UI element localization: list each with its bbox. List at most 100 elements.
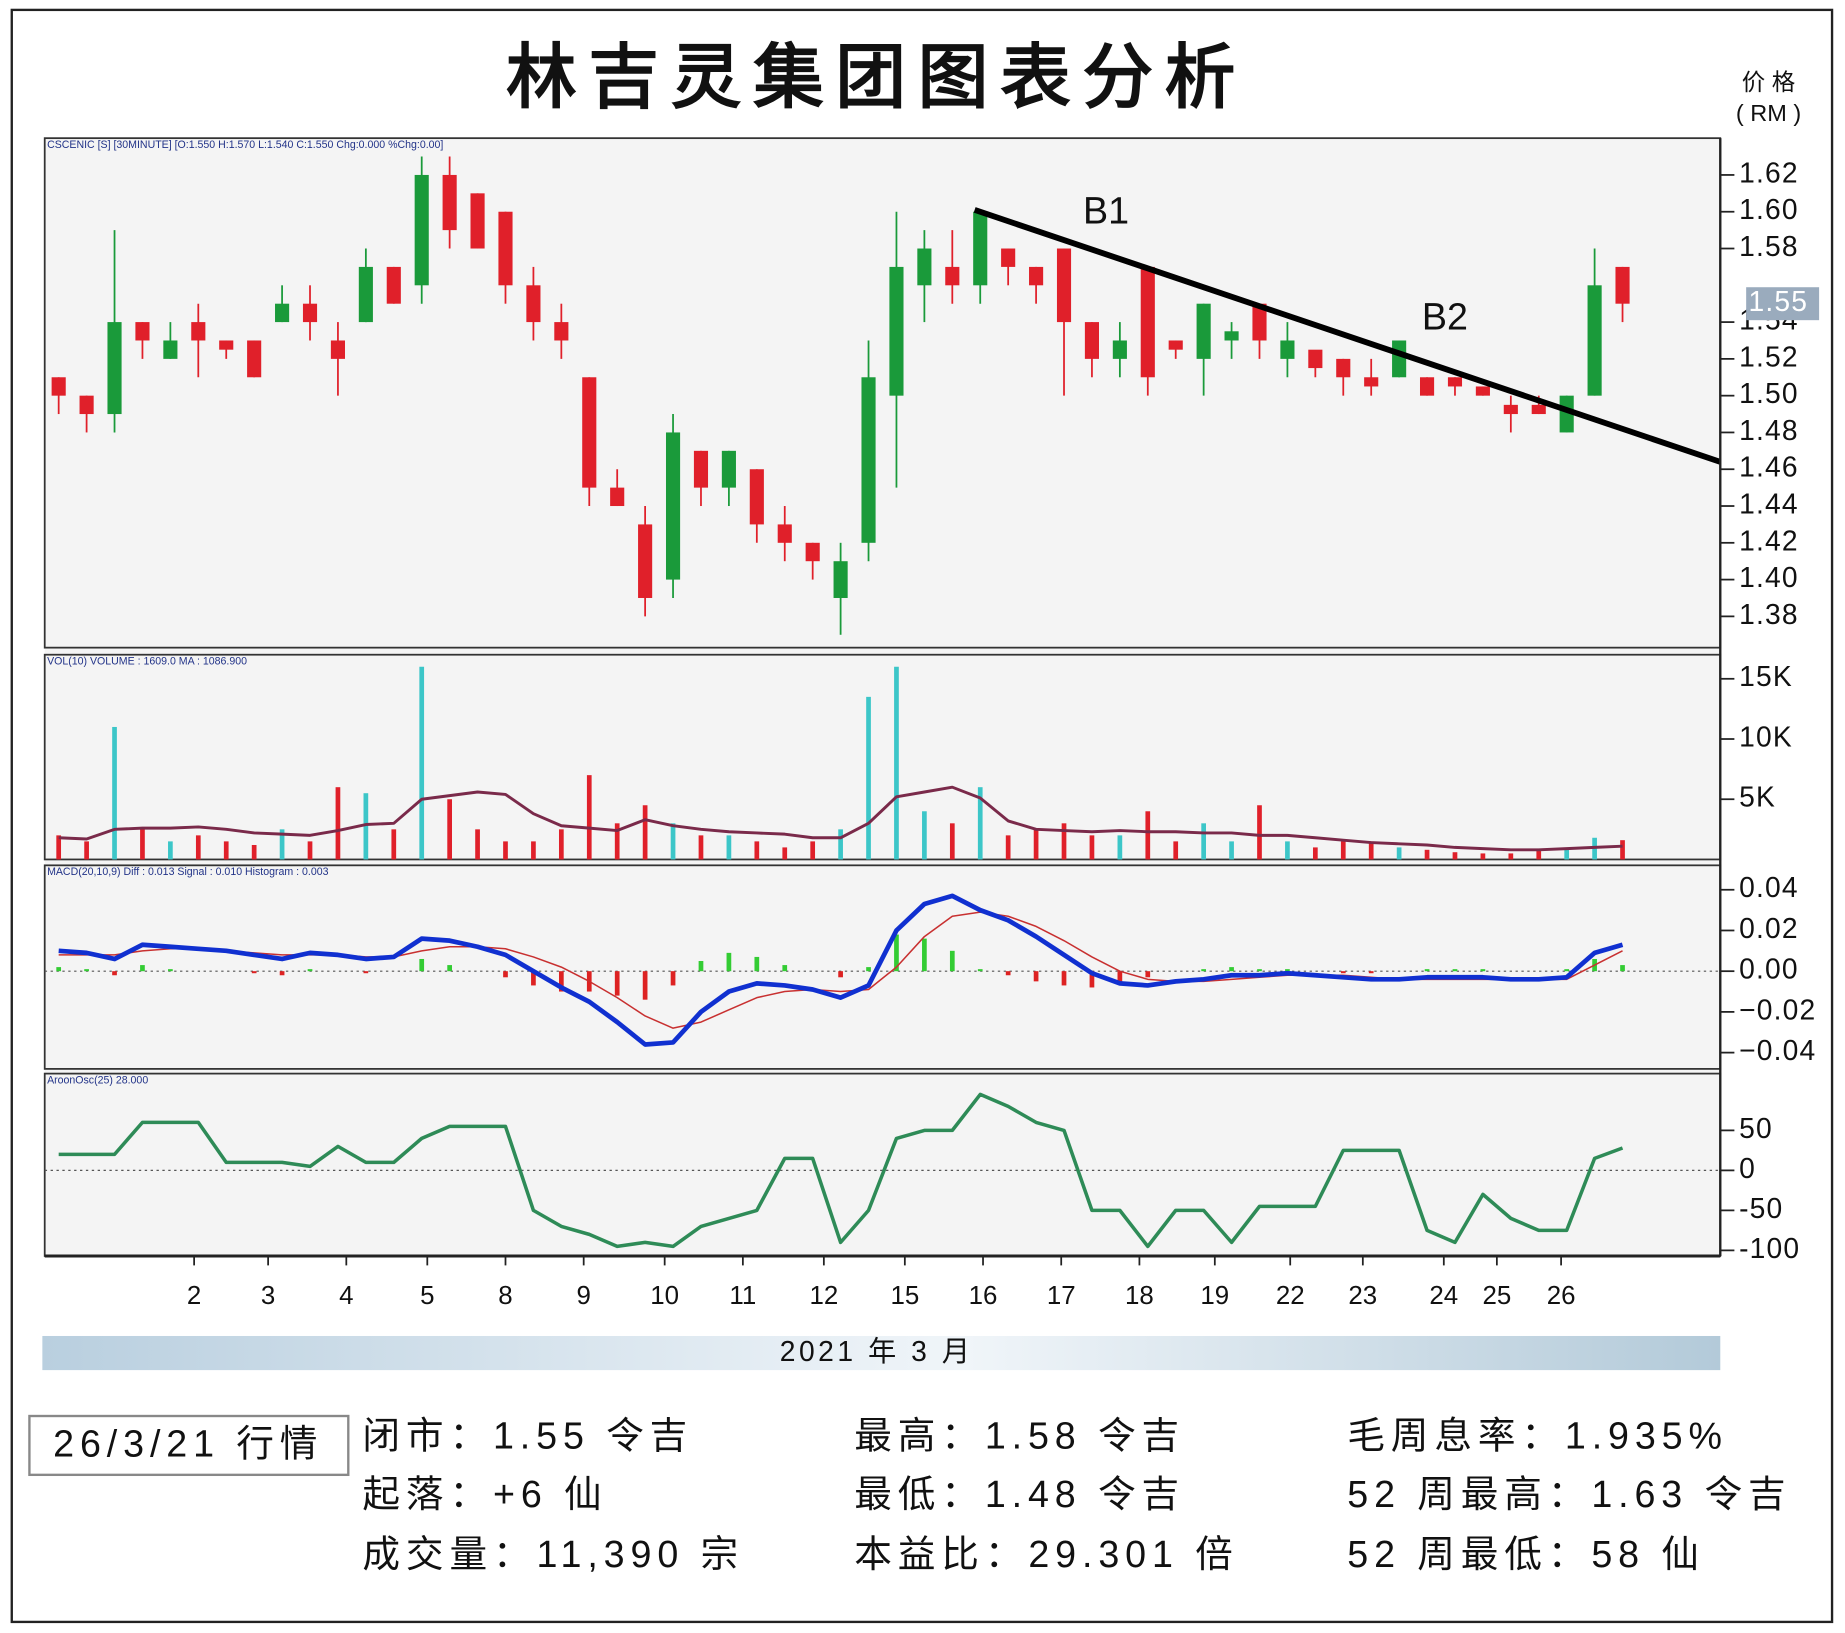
candle-body bbox=[554, 322, 569, 341]
volume-bar bbox=[949, 823, 955, 860]
unit-label: 价 格 bbox=[1742, 69, 1796, 95]
macd-histogram bbox=[84, 969, 89, 972]
macd-histogram bbox=[726, 952, 732, 972]
candle-body bbox=[917, 248, 932, 286]
macd-histogram bbox=[251, 971, 257, 974]
y-tick-label: −0.02 bbox=[1739, 993, 1816, 1025]
macd-histogram bbox=[1033, 971, 1039, 982]
macd-histogram bbox=[1229, 967, 1234, 972]
y-tick-label: 1.46 bbox=[1739, 451, 1799, 483]
candle-body bbox=[889, 266, 904, 396]
chart-title: 林吉灵集团图表分析 bbox=[506, 37, 1247, 116]
volume-bar bbox=[1508, 853, 1514, 860]
y-tick-label: 1.42 bbox=[1739, 524, 1799, 556]
candle-body bbox=[163, 340, 178, 359]
y-tick-label: 5K bbox=[1739, 781, 1776, 813]
macd-histogram bbox=[754, 956, 760, 972]
macd-histogram bbox=[1285, 969, 1290, 972]
macd-histogram bbox=[419, 958, 425, 972]
volume-bar bbox=[1452, 852, 1458, 860]
info-item: 最低：1.48 令吉 bbox=[854, 1473, 1185, 1515]
info-label: 26/3/21 行情 bbox=[53, 1423, 323, 1465]
volume-bar bbox=[419, 666, 425, 860]
candle-body bbox=[1056, 248, 1072, 323]
macd-histogram bbox=[279, 971, 285, 976]
volume-bar bbox=[503, 841, 508, 860]
macd-histogram bbox=[558, 971, 564, 992]
x-tick-label: 24 bbox=[1429, 1282, 1458, 1310]
y-tick-label: −0.04 bbox=[1739, 1034, 1816, 1066]
volume-bar bbox=[391, 829, 397, 860]
candle-body bbox=[191, 322, 206, 341]
candle-body bbox=[1587, 285, 1602, 396]
volume-bar bbox=[586, 775, 592, 860]
panel-caption: AroonOsc(25) 28.000 bbox=[47, 1074, 148, 1086]
candle-body bbox=[135, 322, 150, 341]
info-item: 成交量：11,390 宗 bbox=[362, 1533, 744, 1575]
candle-body bbox=[1252, 303, 1267, 341]
volume-ma bbox=[58, 785, 1623, 852]
y-tick-label: 0 bbox=[1739, 1152, 1756, 1184]
volume-bar bbox=[782, 847, 788, 860]
volume-bar bbox=[335, 787, 341, 860]
x-tick-label: 18 bbox=[1125, 1282, 1154, 1310]
last-price-label: 1.55 bbox=[1749, 285, 1809, 317]
y-tick-label: 1.38 bbox=[1739, 598, 1799, 630]
x-tick-label: 16 bbox=[969, 1282, 998, 1310]
candle-body bbox=[414, 174, 429, 286]
candle-body bbox=[219, 340, 234, 350]
volume-bar bbox=[363, 793, 369, 860]
candle-body bbox=[1447, 377, 1463, 387]
macd-histogram bbox=[1424, 969, 1430, 972]
volume-bar bbox=[307, 841, 313, 860]
candle-body bbox=[1224, 331, 1239, 341]
macd-histogram bbox=[949, 950, 955, 972]
macd-histogram bbox=[1564, 969, 1570, 972]
macd-histogram bbox=[363, 971, 369, 974]
y-tick-label: 1.60 bbox=[1739, 193, 1799, 225]
date-label: 2021 年 3 月 bbox=[780, 1335, 974, 1367]
y-tick-label: -100 bbox=[1739, 1232, 1800, 1264]
candle-body bbox=[526, 285, 541, 323]
x-tick-label: 17 bbox=[1047, 1282, 1076, 1310]
info-item: 52 周最高：1.63 令吉 bbox=[1347, 1473, 1791, 1515]
y-tick-label: 50 bbox=[1739, 1112, 1773, 1144]
volume-bar bbox=[1480, 853, 1486, 860]
annotation: B2 bbox=[1422, 295, 1468, 337]
candle-body bbox=[721, 450, 736, 488]
candle-body bbox=[107, 322, 122, 415]
candle-body bbox=[973, 211, 988, 286]
candle-body bbox=[1029, 266, 1044, 286]
x-tick-label: 25 bbox=[1482, 1282, 1511, 1310]
macd-histogram bbox=[1145, 971, 1151, 978]
volume-bar bbox=[475, 829, 480, 860]
candle-body bbox=[1168, 340, 1183, 350]
volume-bar bbox=[1368, 841, 1374, 860]
candle-body bbox=[498, 211, 513, 286]
candle-body bbox=[470, 193, 485, 249]
y-tick-label: 15K bbox=[1739, 660, 1793, 692]
candle-body bbox=[51, 377, 66, 396]
candle-body bbox=[302, 303, 318, 323]
volume-bar bbox=[1061, 823, 1067, 860]
y-tick-label: 1.52 bbox=[1739, 340, 1799, 372]
volume-bar bbox=[447, 799, 452, 860]
y-tick-label: 1.58 bbox=[1739, 230, 1799, 262]
x-tick-label: 26 bbox=[1547, 1282, 1576, 1310]
volume-bar bbox=[84, 841, 89, 860]
volume-bar bbox=[1201, 823, 1206, 860]
y-tick-label: 10K bbox=[1739, 720, 1793, 752]
candle-body bbox=[1364, 377, 1379, 387]
macd-histogram bbox=[447, 965, 452, 972]
macd-histogram bbox=[1201, 969, 1206, 972]
macd-histogram bbox=[922, 938, 927, 972]
x-tick-label: 15 bbox=[890, 1282, 919, 1310]
volume-bar bbox=[1145, 811, 1151, 860]
volume-bar bbox=[922, 811, 927, 860]
volume-bar bbox=[894, 666, 899, 860]
y-tick-label: 0.00 bbox=[1739, 953, 1799, 985]
macd-histogram bbox=[168, 969, 173, 972]
x-tick-label: 9 bbox=[576, 1282, 590, 1310]
volume-bar bbox=[251, 844, 257, 860]
